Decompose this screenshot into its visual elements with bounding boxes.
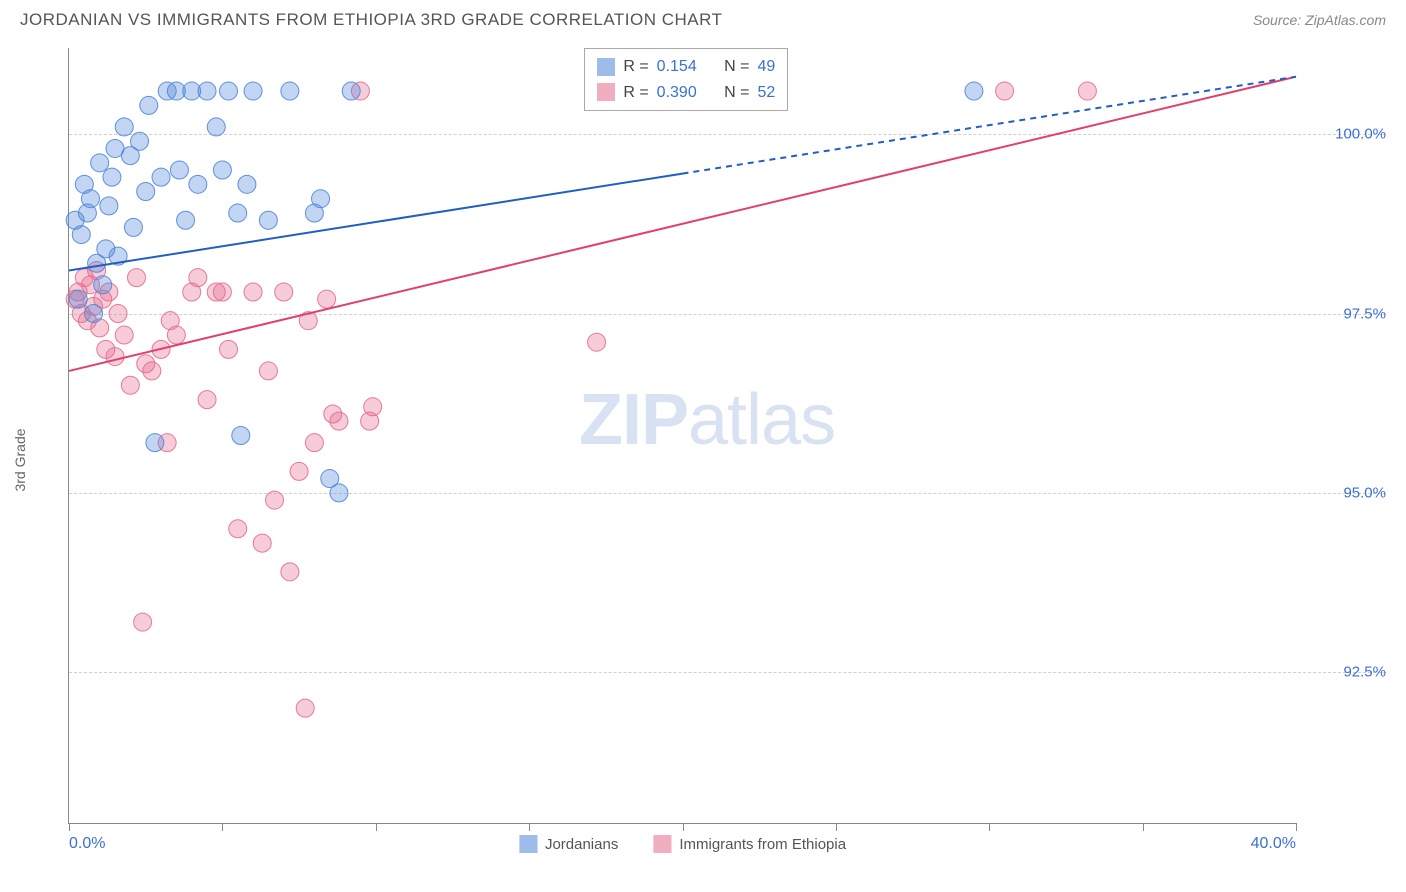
data-point [229, 204, 247, 222]
data-point [312, 190, 330, 208]
x-tick-label: 0.0% [69, 835, 105, 853]
data-point [232, 427, 250, 445]
data-point [213, 161, 231, 179]
chart-svg [69, 48, 1296, 823]
y-axis-label: 3rd Grade [12, 428, 28, 491]
data-point [305, 434, 323, 452]
data-point [69, 290, 87, 308]
page-title: JORDANIAN VS IMMIGRANTS FROM ETHIOPIA 3R… [20, 10, 723, 30]
data-point [220, 340, 238, 358]
data-point [137, 183, 155, 201]
data-point [275, 283, 293, 301]
r-value-b: 0.390 [657, 80, 712, 106]
data-point [238, 175, 256, 193]
data-point [290, 462, 308, 480]
data-point [177, 211, 195, 229]
data-point [1078, 82, 1096, 100]
stats-row-series-a: R = 0.154 N = 49 [597, 54, 775, 80]
data-point [318, 290, 336, 308]
data-point [588, 333, 606, 351]
swatch-series-a [597, 58, 615, 76]
data-point [281, 563, 299, 581]
data-point [146, 434, 164, 452]
data-point [198, 82, 216, 100]
data-point [281, 82, 299, 100]
source-attribution: Source: ZipAtlas.com [1253, 12, 1386, 28]
legend-item-b: Immigrants from Ethiopia [653, 835, 846, 853]
plot-area: ZIPatlas R = 0.154 N = 49 R = 0.390 N = … [68, 48, 1296, 824]
data-point [244, 82, 262, 100]
legend-swatch-a [519, 835, 537, 853]
data-point [266, 491, 284, 509]
legend-label-a: Jordanians [545, 836, 618, 853]
data-point [170, 161, 188, 179]
data-point [91, 154, 109, 172]
data-point [140, 96, 158, 114]
data-point [100, 197, 118, 215]
legend-label-b: Immigrants from Ethiopia [679, 836, 846, 853]
data-point [124, 218, 142, 236]
data-point [330, 412, 348, 430]
data-point [207, 118, 225, 136]
data-point [965, 82, 983, 100]
data-point [121, 376, 139, 394]
data-point [115, 326, 133, 344]
legend-bottom: Jordanians Immigrants from Ethiopia [519, 835, 846, 853]
data-point [103, 168, 121, 186]
data-point [167, 326, 185, 344]
data-point [259, 362, 277, 380]
data-point [244, 283, 262, 301]
data-point [253, 534, 271, 552]
data-point [296, 699, 314, 717]
data-point [143, 362, 161, 380]
data-point [106, 348, 124, 366]
n-value-b: 52 [757, 80, 775, 106]
legend-item-a: Jordanians [519, 835, 618, 853]
data-point [127, 269, 145, 287]
data-point [134, 613, 152, 631]
data-point [229, 520, 247, 538]
data-point [152, 168, 170, 186]
legend-swatch-b [653, 835, 671, 853]
data-point [996, 82, 1014, 100]
data-point [85, 305, 103, 323]
data-point [131, 132, 149, 150]
stats-legend-box: R = 0.154 N = 49 R = 0.390 N = 52 [584, 48, 788, 111]
data-point [220, 82, 238, 100]
r-value-a: 0.154 [657, 54, 712, 80]
data-point [115, 118, 133, 136]
swatch-series-b [597, 83, 615, 101]
data-point [198, 391, 216, 409]
n-value-a: 49 [757, 54, 775, 80]
data-point [94, 276, 112, 294]
data-point [259, 211, 277, 229]
data-point [330, 484, 348, 502]
data-point [189, 269, 207, 287]
chart-container: 3rd Grade ZIPatlas R = 0.154 N = 49 R = … [20, 48, 1386, 872]
data-point [364, 398, 382, 416]
data-point [189, 175, 207, 193]
data-point [81, 190, 99, 208]
fit-line [69, 174, 683, 271]
x-tick-label: 40.0% [1251, 835, 1296, 853]
stats-row-series-b: R = 0.390 N = 52 [597, 80, 775, 106]
data-point [109, 305, 127, 323]
data-point [213, 283, 231, 301]
data-point [342, 82, 360, 100]
fit-line [69, 77, 1296, 371]
data-point [72, 226, 90, 244]
